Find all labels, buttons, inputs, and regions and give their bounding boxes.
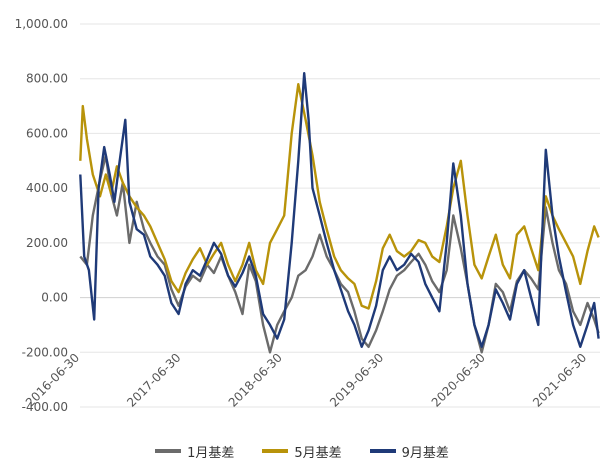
legend-label-series-2: 5月基差 <box>294 442 341 461</box>
x-tick-label: 2020-06-30 <box>429 351 488 410</box>
x-tick-label: 2021-06-30 <box>530 351 589 410</box>
y-tick-label: -200.00 <box>22 345 68 359</box>
legend-swatch-series-3 <box>370 449 396 453</box>
legend-item-series-1: 1月基差 <box>155 442 234 461</box>
y-tick-label: 1,000.00 <box>15 17 68 31</box>
legend-label-series-3: 9月基差 <box>402 442 449 461</box>
series-lines <box>80 73 598 352</box>
legend-swatch-series-1 <box>155 449 181 453</box>
legend-item-series-2: 5月基差 <box>262 442 341 461</box>
y-tick-label: 200.00 <box>26 236 68 250</box>
y-axis-tick-labels: 1,000.00 800.00 600.00 400.00 200.00 0.00 -200… <box>15 17 68 414</box>
x-tick-label: 2018-06-30 <box>226 351 285 410</box>
grid-lines <box>80 24 600 407</box>
legend-item-series-3: 9月基差 <box>370 442 449 461</box>
legend: 1月基差 5月基差 9月基差 <box>0 438 604 464</box>
series-line-3 <box>80 73 598 347</box>
y-tick-label: 400.00 <box>26 181 68 195</box>
legend-label-series-1: 1月基差 <box>187 442 234 461</box>
y-tick-label: 800.00 <box>26 72 68 86</box>
legend-swatch-series-2 <box>262 449 288 453</box>
series-line-1 <box>80 155 598 352</box>
x-tick-label: 2019-06-30 <box>327 351 386 410</box>
y-tick-label: 0.00 <box>41 291 68 305</box>
x-tick-label: 2017-06-30 <box>124 351 183 410</box>
y-tick-label: 600.00 <box>26 126 68 140</box>
x-axis-tick-labels: 2016-06-30 2017-06-30 2018-06-30 2019-06-30… <box>23 351 589 410</box>
